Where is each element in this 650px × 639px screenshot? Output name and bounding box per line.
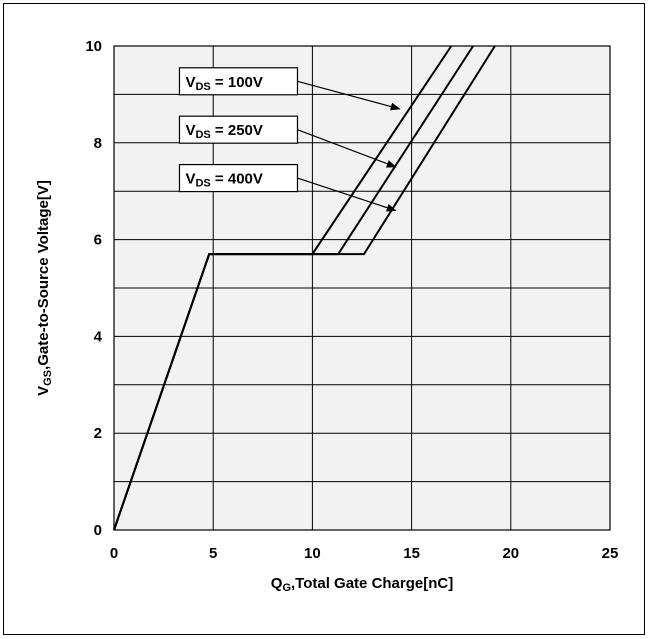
x-tick-labels: 0 5 10 15 20 25 (110, 545, 619, 562)
annotation-label-rest: = 250V (211, 122, 263, 139)
y-axis-title-main: V (35, 386, 52, 396)
annotation-label-rest: = 100V (211, 74, 263, 91)
annotation-label: VDS = 100V (185, 74, 262, 93)
annotation-arrow (297, 129, 397, 168)
annotation-arrow (297, 80, 401, 111)
annotation-box (178, 67, 299, 96)
x-tick-label: 20 (502, 545, 519, 562)
annotation-label-sub: DS (195, 129, 210, 141)
annotation-label: VDS = 250V (185, 122, 262, 141)
annotation-label-main: V (185, 171, 195, 188)
annotation-label-sub: DS (195, 81, 210, 93)
x-axis-title-main: Q (271, 575, 283, 592)
x-axis-title-sub: G (282, 582, 291, 594)
annotation-box (178, 163, 299, 193)
y-tick-label: 0 (94, 522, 102, 539)
annotation-label-main: V (185, 74, 195, 91)
y-axis-title-rest: ,Gate-to-Source Voltage[V] (35, 180, 52, 370)
x-tick-label: 10 (304, 545, 321, 562)
x-tick-label: 15 (403, 545, 420, 562)
x-axis-title: QG,Total Gate Charge[nC] (271, 575, 453, 594)
y-axis-title: VGS,Gate-to-Source Voltage[V] (35, 180, 54, 396)
x-tick-label: 25 (602, 545, 619, 562)
series-line (113, 45, 496, 531)
annotation-arrow (297, 177, 397, 212)
annotation-label-sub: DS (195, 178, 210, 190)
y-tick-label: 2 (94, 425, 102, 442)
y-tick-label: 6 (94, 232, 102, 249)
y-tick-labels: 0 2 4 6 8 10 (85, 38, 102, 539)
y-axis-title-sub: GS (42, 370, 54, 386)
annotation-label-main: V (185, 122, 195, 139)
x-tick-label: 5 (209, 545, 217, 562)
annotation-label: VDS = 400V (185, 171, 262, 190)
x-axis-title-rest: ,Total Gate Charge[nC] (291, 575, 453, 592)
x-tick-label: 0 (110, 545, 118, 562)
grid-lines (114, 46, 610, 530)
y-tick-label: 4 (94, 328, 103, 345)
y-tick-label: 8 (94, 135, 102, 152)
annotation-label-rest: = 400V (211, 171, 263, 188)
y-tick-label: 10 (85, 38, 102, 55)
series-lines (113, 45, 496, 531)
annotation-box (178, 115, 299, 144)
